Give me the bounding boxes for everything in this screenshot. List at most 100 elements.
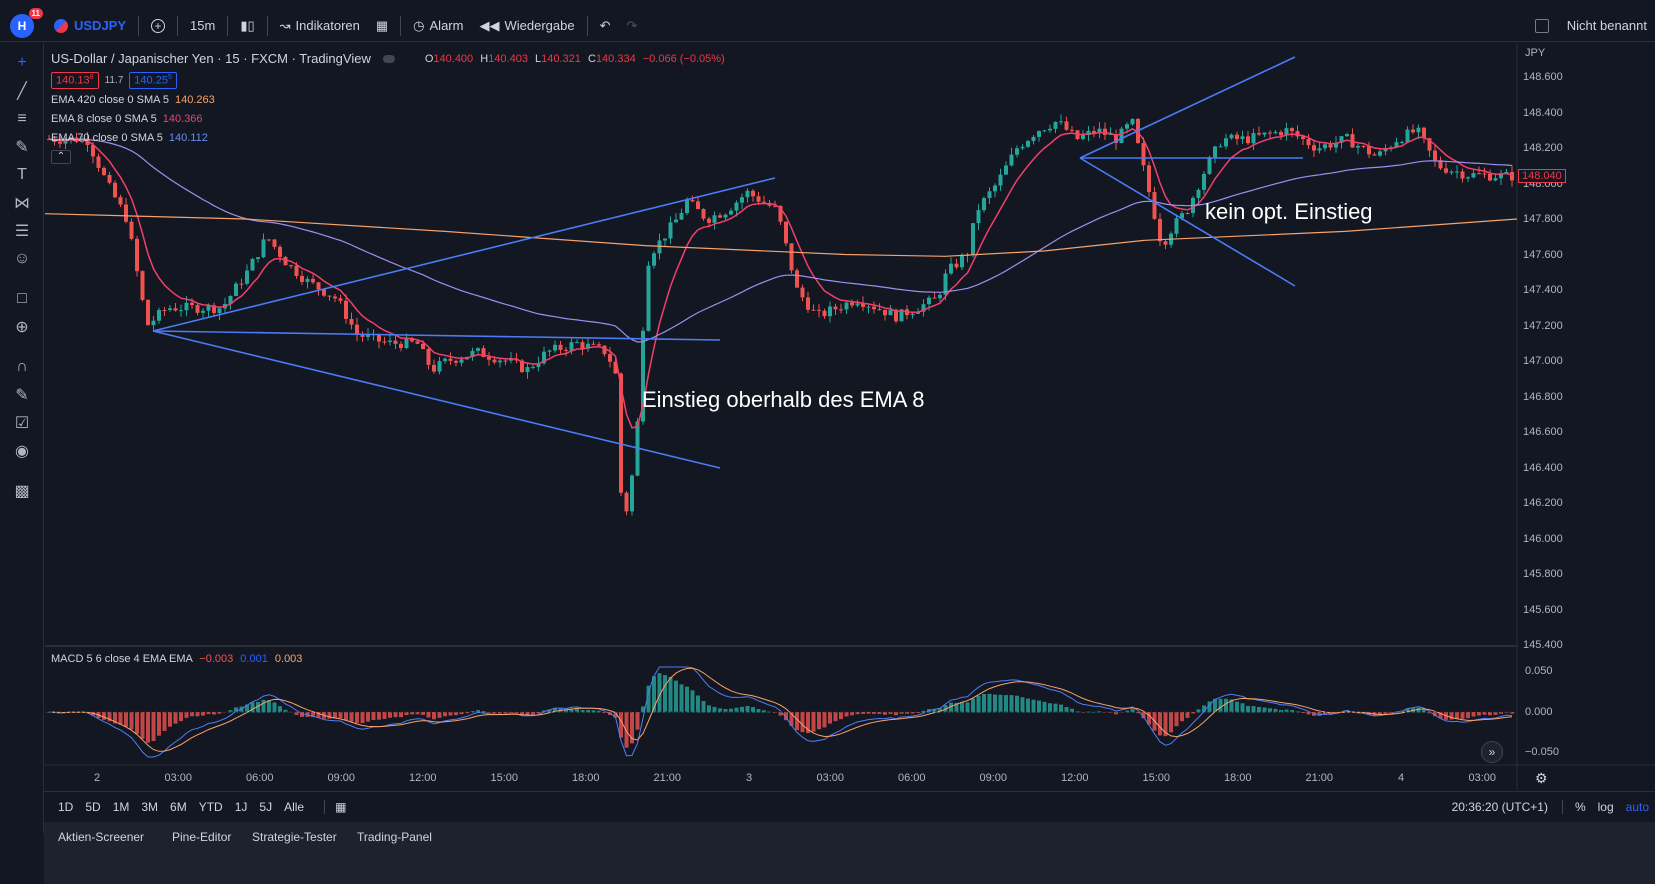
macd-histogram-bar	[1471, 712, 1476, 717]
macd-histogram-bar	[245, 704, 249, 713]
forecast-icon[interactable]: ☰	[14, 223, 30, 240]
interval-button[interactable]: 15m	[190, 18, 216, 33]
redo-button[interactable]: ↷	[618, 10, 645, 42]
smiley-icon[interactable]: ☺	[13, 250, 31, 267]
collapse-legend-button[interactable]: ⌃	[51, 149, 71, 164]
eye-icon[interactable]: ◉	[15, 443, 29, 460]
layout-checkbox[interactable]	[1534, 18, 1549, 33]
range-5j[interactable]: 5J	[259, 799, 273, 814]
macd-histogram-bar	[1422, 709, 1426, 713]
undo-button[interactable]: ↶	[592, 10, 619, 42]
macd-histogram-bar	[399, 712, 403, 718]
candle-body	[943, 273, 948, 295]
lock-drawing-icon[interactable]: ✎	[15, 387, 29, 404]
auto-toggle[interactable]: auto	[1625, 799, 1649, 814]
replay-button[interactable]: ◀◀ Wiedergabe	[479, 17, 575, 34]
range-1j[interactable]: 1J	[234, 799, 248, 814]
candle-body	[146, 299, 150, 326]
macd-histogram-bar	[234, 707, 238, 713]
candle-body	[157, 310, 161, 321]
candle-body	[1372, 154, 1377, 156]
magnet-icon[interactable]: ∩	[16, 358, 28, 375]
layout-name-button[interactable]: Nicht benannt	[1566, 18, 1647, 33]
currency-label[interactable]: JPY	[1525, 47, 1546, 59]
trash-icon[interactable]: ▩	[14, 483, 30, 500]
range-alle[interactable]: Alle	[284, 799, 305, 814]
macd-histogram-bar	[1477, 712, 1481, 716]
sell-button[interactable]: 140.138	[51, 72, 99, 89]
tab-trading-panel[interactable]: Trading-Panel	[357, 830, 432, 844]
chart-area[interactable]: US-Dollar / Japanischer Yen · 15 · FXCM …	[45, 43, 1655, 790]
brush-icon[interactable]: ✎	[15, 139, 29, 156]
alert-button[interactable]: ◷ Alarm	[413, 17, 464, 34]
zoom-icon[interactable]: ⊕	[15, 319, 29, 336]
candle-body	[492, 359, 497, 363]
macd-histogram-bar	[294, 712, 299, 715]
range-ytd[interactable]: YTD	[198, 799, 223, 814]
ema70-legend[interactable]: EMA 70 close 0 SMA 5 140.112	[51, 131, 208, 144]
ema420-legend[interactable]: EMA 420 close 0 SMA 5 140.263	[51, 93, 215, 106]
calendar-icon[interactable]: ▦	[324, 799, 346, 814]
settings-gear-icon[interactable]: ⚙	[1535, 770, 1548, 786]
annotation-entry[interactable]: Einstieg oberhalb des EMA 8	[642, 387, 925, 412]
legend-dot-icon	[382, 54, 395, 63]
crosshair-icon[interactable]: +	[17, 54, 27, 71]
pattern-icon[interactable]: ⋈	[14, 195, 30, 212]
layout-button[interactable]: ▦	[368, 10, 396, 42]
range-1d[interactable]: 1D	[58, 799, 74, 814]
macd-histogram-bar	[1169, 712, 1173, 733]
annotation-no-entry[interactable]: kein opt. Einstieg	[1205, 199, 1373, 224]
range-6m[interactable]: 6M	[170, 799, 187, 814]
percent-toggle[interactable]: %	[1574, 799, 1586, 814]
avatar[interactable]: H 11	[10, 7, 43, 38]
macd-histogram-bar	[646, 685, 651, 713]
fib-icon[interactable]: ≡	[17, 110, 27, 127]
candle-body	[1174, 218, 1179, 234]
trend-line	[152, 177, 776, 332]
macd-histogram-bar	[723, 708, 728, 713]
ema8-legend[interactable]: EMA 8 close 0 SMA 5 140.366	[51, 112, 203, 125]
macd-legend: MACD 5 6 close 4 EMA EMA −0.003 0.001 0.…	[51, 653, 303, 665]
plus-circle-icon: +	[151, 18, 166, 33]
macd-histogram-bar	[316, 712, 321, 718]
candle-body	[707, 218, 711, 223]
candle-body	[597, 344, 601, 346]
tab-screener[interactable]: Aktien-Screener	[58, 830, 145, 844]
clock-time[interactable]: 20:36:20 (UTC+1)	[1446, 799, 1563, 814]
candle-body	[1103, 128, 1107, 135]
ruler-icon[interactable]: □	[17, 290, 27, 307]
macd-histogram-bar	[569, 708, 574, 713]
range-5d[interactable]: 5D	[85, 799, 101, 814]
macd-histogram-bar	[1306, 712, 1311, 715]
text-icon[interactable]: T	[17, 166, 27, 183]
range-3m[interactable]: 3M	[141, 799, 159, 814]
macd-histogram-bar	[1147, 712, 1151, 725]
candle-body	[729, 210, 733, 215]
candle-body	[1235, 134, 1239, 140]
macd-histogram-bar	[432, 712, 436, 720]
candle-body	[1042, 130, 1047, 132]
lock-icon[interactable]: ☑	[14, 415, 30, 432]
buy-button[interactable]: 140.255	[129, 72, 177, 89]
log-toggle[interactable]: log	[1597, 799, 1614, 814]
tab-pine-editor[interactable]: Pine-Editor	[172, 830, 232, 844]
candle-body	[1427, 138, 1432, 151]
chart-canvas[interactable]	[45, 43, 1655, 790]
trend-line-icon[interactable]: ╱	[17, 83, 27, 100]
candle-body	[1471, 173, 1476, 178]
candle-body	[487, 356, 491, 360]
macd-histogram-bar	[954, 702, 959, 713]
tab-strategy-tester[interactable]: Strategie-Tester	[252, 830, 337, 844]
candle-body	[179, 310, 183, 312]
candle-body	[778, 205, 783, 222]
symbol-search-button[interactable]: USDJPY	[46, 10, 134, 42]
macd-histogram-bar	[311, 712, 315, 718]
chart-type-button[interactable]: ▮▯	[232, 10, 262, 42]
range-1m[interactable]: 1M	[112, 799, 130, 814]
scroll-to-realtime-button[interactable]: »	[1481, 741, 1503, 763]
add-symbol-button[interactable]: +	[143, 10, 173, 42]
price-tick: 146.800	[1523, 390, 1563, 403]
macd-histogram-bar	[800, 712, 805, 733]
candle-body	[1378, 151, 1382, 156]
indicators-button[interactable]: ↝ Indikatoren	[279, 17, 360, 34]
